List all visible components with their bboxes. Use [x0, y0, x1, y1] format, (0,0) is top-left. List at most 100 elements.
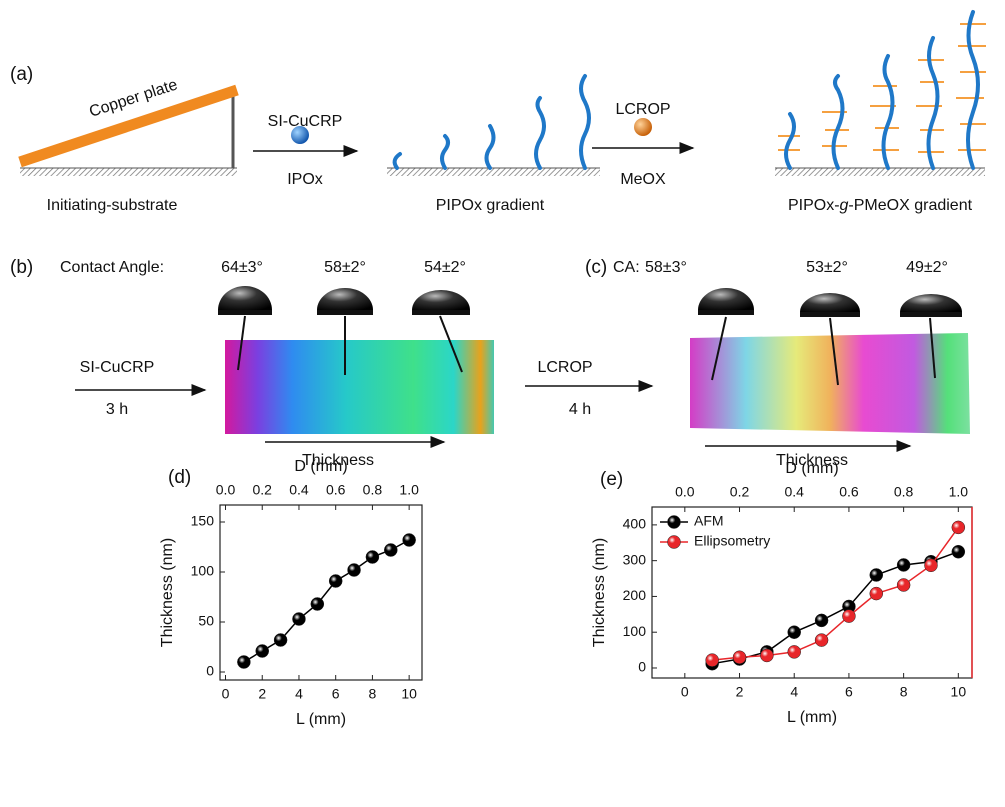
- contact-angle: 54±2°: [424, 259, 466, 276]
- legend-marker: [667, 515, 681, 529]
- reagent: LCROP: [537, 359, 592, 376]
- data-point: [255, 644, 269, 658]
- data-point: [814, 613, 829, 628]
- series-line: [712, 526, 959, 661]
- x2-tick-label: 0.2: [253, 482, 273, 498]
- initiator: [634, 118, 652, 136]
- droplets: [698, 288, 962, 317]
- plot-frame: [219, 504, 423, 681]
- y-tick-label: 0: [206, 663, 214, 679]
- contact-angle: 64±3°: [221, 259, 263, 276]
- data-point: [347, 563, 361, 577]
- caption-part: PIPOx-: [788, 197, 840, 214]
- data-point: [760, 648, 774, 663]
- substrate: [775, 168, 985, 176]
- legend-label: Ellipsometry: [694, 533, 770, 549]
- y-tick-label: 400: [623, 516, 647, 532]
- panel-label: (b): [10, 257, 33, 278]
- data-point: [402, 533, 416, 547]
- x-tick-label: 6: [845, 684, 853, 700]
- droplets: [218, 286, 470, 315]
- caption-part: g: [840, 197, 849, 214]
- x-tick-label: 2: [736, 684, 744, 700]
- time: 3 h: [106, 401, 128, 418]
- data-point: [273, 633, 288, 647]
- x-tick-label: 10: [951, 684, 967, 700]
- substrate: [387, 168, 600, 176]
- caption: PIPOx gradient: [436, 197, 545, 214]
- data-point: [328, 574, 343, 588]
- monomer: MeOX: [620, 171, 666, 188]
- data-point: [292, 612, 306, 626]
- data-point: [869, 568, 884, 582]
- x2-tick-label: 0.4: [289, 482, 309, 498]
- time: 4 h: [569, 401, 591, 418]
- x-tick-label: 8: [369, 686, 377, 702]
- data-point: [787, 645, 801, 659]
- pointer-lines: [711, 316, 936, 386]
- contact-angle: 58±2°: [324, 259, 366, 276]
- x2-tick-label: 0.4: [784, 484, 804, 500]
- data-point: [896, 578, 911, 592]
- data-point: [365, 550, 380, 564]
- data-point: [951, 520, 966, 535]
- x-tick-label: 0: [222, 686, 230, 702]
- data-point: [732, 650, 747, 665]
- panel-label: (e): [600, 469, 623, 490]
- y-tick-label: 200: [623, 587, 647, 603]
- x2-axis-label: D (mm): [294, 458, 347, 475]
- series-line: [712, 551, 959, 665]
- x2-tick-label: 0.0: [675, 484, 695, 500]
- panel-label: (a): [10, 64, 33, 85]
- pointer-lines: [237, 315, 463, 375]
- y-tick-label: 100: [191, 563, 215, 579]
- caption: Initiating-substrate: [47, 197, 178, 214]
- caption-part: -PMeOX gradient: [848, 197, 972, 214]
- side-chains: [778, 23, 986, 153]
- x2-tick-label: 1.0: [949, 484, 969, 500]
- polymer-chains: [392, 74, 591, 170]
- y-tick-label: 0: [638, 659, 646, 675]
- data-point: [384, 543, 398, 557]
- x-tick-label: 4: [295, 686, 303, 702]
- film-image: [690, 333, 970, 434]
- ca-label: Contact Angle:: [60, 259, 164, 276]
- substrate: [20, 168, 237, 176]
- data-point: [310, 597, 325, 611]
- axis-label: Thickness: [776, 452, 848, 469]
- x2-tick-label: 0.0: [216, 482, 236, 498]
- reagent: SI-CuCRP: [268, 113, 343, 130]
- reagent: LCROP: [615, 101, 670, 118]
- y-tick-label: 150: [191, 513, 215, 529]
- data-point: [814, 633, 829, 647]
- caption: PIPOx-g-PMeOX gradient: [788, 197, 973, 214]
- x-tick-label: 0: [681, 684, 689, 700]
- reagent: SI-CuCRP: [80, 359, 155, 376]
- x2-tick-label: 0.8: [894, 484, 914, 500]
- y-axis-label: Thickness (nm): [591, 538, 608, 647]
- x2-tick-label: 0.8: [363, 482, 383, 498]
- data-point: [237, 655, 251, 669]
- series-line: [243, 539, 410, 663]
- data-point: [951, 544, 966, 559]
- panel-label: (d): [168, 467, 191, 488]
- x2-tick-label: 0.6: [839, 484, 859, 500]
- axis-label: Thickness: [302, 452, 374, 469]
- data-point: [924, 558, 938, 573]
- x2-tick-label: 0.6: [326, 482, 346, 498]
- data-point: [869, 586, 884, 601]
- contact-angle: 53±2°: [806, 259, 848, 276]
- x-tick-label: 4: [790, 684, 798, 700]
- y-axis-label: Thickness (nm): [159, 538, 176, 647]
- x-axis-label: L (mm): [787, 709, 837, 726]
- catalyst: [291, 126, 309, 144]
- legend-label: AFM: [694, 513, 724, 529]
- film-image: [225, 340, 494, 434]
- data-point: [896, 558, 911, 572]
- x-tick-label: 2: [258, 686, 266, 702]
- x-tick-label: 10: [401, 686, 417, 702]
- polymer-chains: [784, 10, 980, 170]
- legend-marker: [667, 535, 681, 549]
- panel-label: (c): [585, 257, 607, 278]
